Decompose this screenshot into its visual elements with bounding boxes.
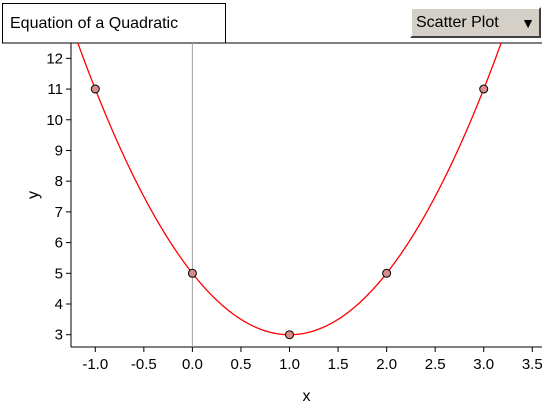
y-tick-label: 6 (55, 235, 63, 252)
x-tick-label: 3.0 (473, 356, 494, 373)
y-tick-label: 3 (55, 327, 63, 344)
triangle-down-icon: ▼ (521, 15, 535, 31)
plot-type-dropdown[interactable]: Scatter Plot ▼ (410, 7, 541, 38)
y-axis-title: y (25, 191, 42, 199)
chart-title: Equation of a Quadratic (10, 15, 179, 32)
x-axis-title: x (303, 388, 311, 405)
data-point (382, 268, 392, 278)
y-tick-label: 11 (47, 81, 63, 98)
data-point (90, 84, 100, 94)
plot-type-label: Scatter Plot (416, 14, 499, 31)
x-tick-label: 1.0 (279, 356, 300, 373)
x-tick-label: 0.0 (182, 356, 203, 373)
y-tick-label: 12 (46, 50, 63, 67)
data-point (285, 330, 295, 340)
data-point (479, 84, 489, 94)
y-tick-label: 10 (46, 112, 63, 129)
x-tick-label: 1.5 (328, 356, 349, 373)
x-axis: -1.0 -0.5 0.0 0.5 1.0 1.5 2.0 2.5 3.0 3.5 (71, 346, 542, 373)
y-tick-label: 9 (55, 142, 63, 159)
fit-curve (77, 43, 502, 336)
fit-curve-group (77, 43, 502, 336)
y-tick-label: 4 (55, 296, 63, 313)
x-tick-label: 0.5 (231, 356, 252, 373)
y-tick-label: 8 (55, 173, 63, 190)
x-tick-label: -0.5 (131, 356, 157, 373)
points-group (90, 84, 489, 340)
y-tick-label: 7 (55, 204, 63, 221)
x-tick-label: 2.5 (425, 356, 446, 373)
x-tick-label: 3.5 (522, 356, 542, 373)
x-tick-label: -1.0 (82, 356, 108, 373)
x-tick-label: 2.0 (376, 356, 397, 373)
y-axis: 3 4 5 6 7 8 9 10 11 12 (46, 43, 72, 347)
data-point (187, 268, 197, 278)
chart-title-box: Equation of a Quadratic (2, 3, 226, 43)
y-tick-label: 5 (55, 265, 63, 282)
